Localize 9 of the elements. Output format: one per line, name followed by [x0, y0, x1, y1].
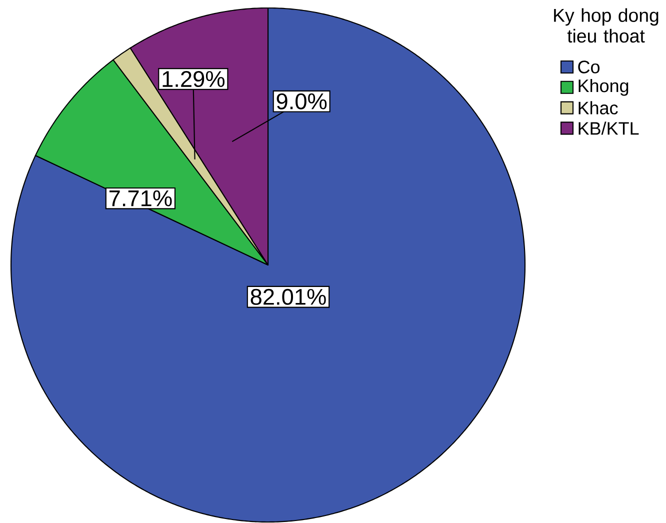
data-label: 7.71% [109, 190, 172, 206]
legend-label: Khong [578, 78, 628, 96]
data-label: 82.01% [250, 288, 326, 305]
slice-label: Co [578, 60, 600, 74]
data-label: 1.29% [162, 70, 224, 88]
data-label: 9.0% [276, 93, 327, 110]
legend-label: KB/KTL [578, 122, 639, 135]
legend-title: Ky hop dong tieu thoat [554, 8, 658, 43]
legend-label: Khac [578, 101, 618, 114]
